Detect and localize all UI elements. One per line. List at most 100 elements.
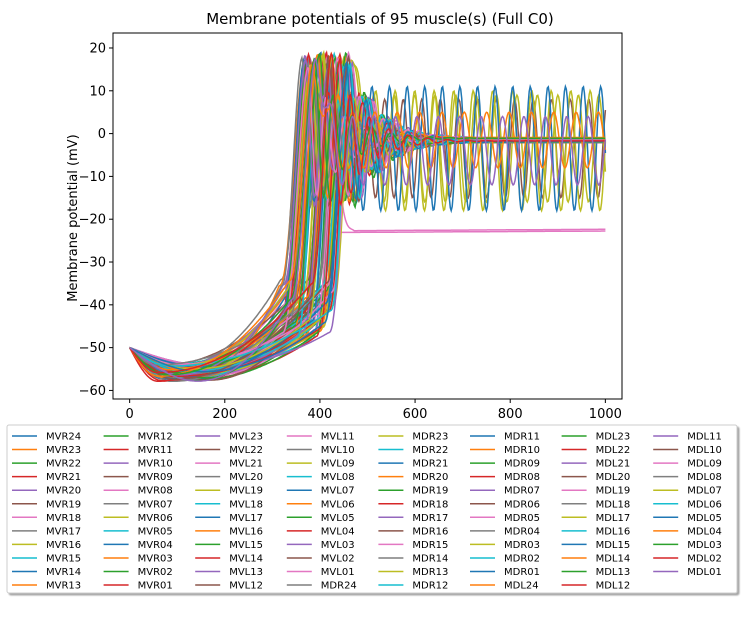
legend-label: MDR20 <box>412 472 448 483</box>
legend-label: MVR18 <box>46 513 81 524</box>
series-line-mdl03 <box>129 57 606 376</box>
y-tick-label: −30 <box>79 256 106 271</box>
legend-label: MVL19 <box>229 486 263 497</box>
legend-label: MVL12 <box>229 581 263 592</box>
x-tick-label: 1000 <box>589 407 622 422</box>
legend-label: MDL14 <box>596 553 631 564</box>
legend-label: MDR02 <box>504 553 540 564</box>
x-tick-label: 800 <box>498 407 523 422</box>
axis-ticks: 0 200 400 600 800 1000 20 10 0 −10 −20 −30 −40 −50 −60 <box>79 41 622 422</box>
legend-label: MDR23 <box>412 432 448 443</box>
legend-label: MDR05 <box>504 513 540 524</box>
legend-label: MDR03 <box>504 540 540 551</box>
legend-label: MVR19 <box>46 499 81 510</box>
legend-label: MVL22 <box>229 445 263 456</box>
legend-label: MDL01 <box>687 567 722 578</box>
legend-label: MDR10 <box>504 445 540 456</box>
legend-label: MDL13 <box>596 567 631 578</box>
legend-label: MVL10 <box>321 445 355 456</box>
legend-label: MDL23 <box>596 432 631 443</box>
legend-label: MVL17 <box>229 513 263 524</box>
legend-label: MVL01 <box>321 567 355 578</box>
series-line-mdl02 <box>129 52 606 374</box>
legend-label: MDR17 <box>412 513 448 524</box>
legend-label: MVR13 <box>46 581 81 592</box>
chart-title: Membrane potentials of 95 muscle(s) (Ful… <box>206 10 554 28</box>
legend-label: MVR21 <box>46 472 81 483</box>
legend-label: MDL18 <box>596 499 631 510</box>
legend-label: MVR03 <box>138 553 173 564</box>
legend-label: MDR12 <box>412 581 448 592</box>
legend-label: MDL19 <box>596 486 631 497</box>
x-tick-label: 0 <box>126 407 134 422</box>
series-line-mdl01 <box>129 57 607 382</box>
y-tick-label: 10 <box>89 84 106 99</box>
legend-label: MDR11 <box>504 432 540 443</box>
legend-label: MVL02 <box>321 553 355 564</box>
legend-label: MVR17 <box>46 526 81 537</box>
legend-label: MDR16 <box>412 526 448 537</box>
x-tick-label: 200 <box>212 407 237 422</box>
legend-label: MVL21 <box>229 459 263 470</box>
y-tick-label: −60 <box>79 384 106 399</box>
legend-label: MDL08 <box>687 472 722 483</box>
legend-label: MDR13 <box>412 567 448 578</box>
series-lines <box>128 49 607 383</box>
legend-label: MDR24 <box>321 581 357 592</box>
legend-label: MDL16 <box>596 526 631 537</box>
legend-label: MDR21 <box>412 459 448 470</box>
legend-label: MVL07 <box>321 486 355 497</box>
legend-label: MDL12 <box>596 581 631 592</box>
legend-label: MDR18 <box>412 499 448 510</box>
legend-label: MVL11 <box>321 432 355 443</box>
legend-label: MVL05 <box>321 513 355 524</box>
legend-label: MVR15 <box>46 553 81 564</box>
legend-label: MVR20 <box>46 486 81 497</box>
y-tick-label: 20 <box>89 41 106 56</box>
legend-label: MDL10 <box>687 445 722 456</box>
legend-label: MDL11 <box>687 432 722 443</box>
legend-label: MVR24 <box>46 432 81 443</box>
legend-label: MVR05 <box>138 526 173 537</box>
legend-label: MDL07 <box>687 486 722 497</box>
legend-label: MDR09 <box>504 459 540 470</box>
legend-label: MVL23 <box>229 432 263 443</box>
legend-label: MVR07 <box>138 499 173 510</box>
legend-label: MVR12 <box>138 432 173 443</box>
legend-label: MVR22 <box>46 459 81 470</box>
y-axis-label: Membrane potential (mV) <box>66 134 81 301</box>
legend-label: MDR04 <box>504 526 540 537</box>
legend-label: MVR10 <box>138 459 173 470</box>
legend-label: MVR09 <box>138 472 173 483</box>
legend-label: MVL20 <box>229 472 263 483</box>
legend-label: MVR06 <box>138 513 173 524</box>
legend-label: MVL16 <box>229 526 263 537</box>
legend-label: MVL04 <box>321 526 355 537</box>
legend-label: MDR15 <box>412 540 448 551</box>
legend-label: MVL14 <box>229 553 263 564</box>
legend-label: MDR08 <box>504 472 540 483</box>
legend-label: MDL20 <box>596 472 631 483</box>
legend-label: MVL15 <box>229 540 263 551</box>
legend-label: MDR06 <box>504 499 540 510</box>
legend-label: MVR11 <box>138 445 173 456</box>
legend-label: MVR23 <box>46 445 81 456</box>
legend-label: MVR02 <box>138 567 173 578</box>
legend-box <box>6 424 738 594</box>
legend-label: MDL03 <box>687 540 722 551</box>
legend-label: MVR04 <box>138 540 173 551</box>
legend-label: MVL13 <box>229 567 263 578</box>
legend-label: MVR08 <box>138 486 173 497</box>
legend-label: MDL22 <box>596 445 631 456</box>
legend-label: MDL21 <box>596 459 631 470</box>
y-tick-label: −40 <box>79 298 106 313</box>
y-tick-label: −50 <box>79 341 106 356</box>
y-tick-label: −10 <box>79 170 106 185</box>
legend-label: MDL05 <box>687 513 722 524</box>
plot-frame <box>112 32 623 400</box>
legend-label: MDL17 <box>596 513 631 524</box>
legend-label: MVL08 <box>321 472 355 483</box>
legend-label: MDR07 <box>504 486 540 497</box>
legend-label: MVL18 <box>229 499 263 510</box>
